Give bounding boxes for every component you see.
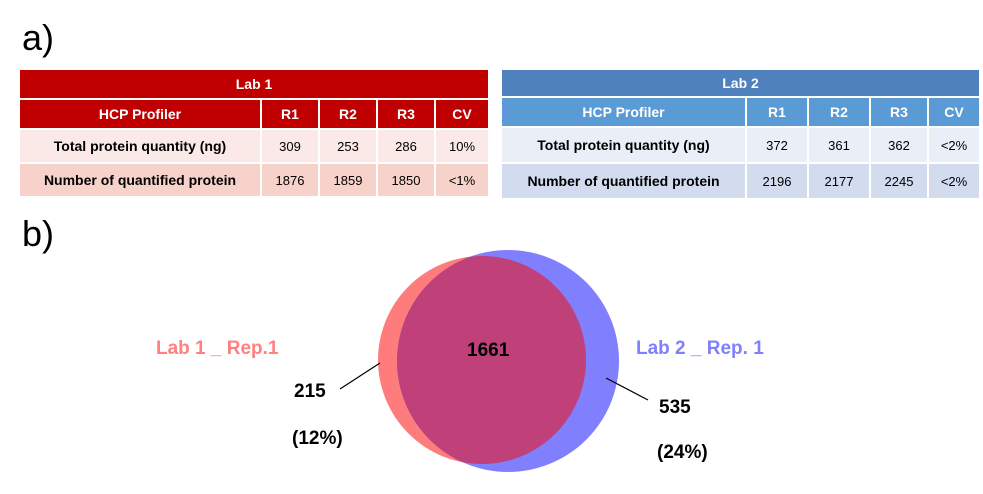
left-only-percent: (12%) [292, 428, 343, 449]
table-cell: 2177 [807, 162, 871, 200]
left-only-count: 215 [294, 381, 326, 402]
left-set-label: Lab 1 _ Rep.1 [156, 338, 279, 359]
table-row: Number of quantified protein 2196 2177 2… [500, 162, 982, 200]
table-cell: <2% [926, 162, 982, 200]
lab1-table: Lab 1 HCP Profiler R1 R2 R3 CV Total pro… [17, 68, 491, 198]
left-callout-line [339, 362, 381, 390]
table-cell: 1850 [376, 162, 436, 198]
column-header: R2 [807, 96, 871, 128]
table-row: Total protein quantity (ng) 309 253 286 … [18, 128, 491, 164]
table-row: Total protein quantity (ng) 372 361 362 … [500, 126, 982, 164]
panel-b-label: b) [22, 213, 55, 254]
column-header: R3 [869, 96, 929, 128]
column-header: HCP Profiler [500, 96, 747, 128]
row-label: Total protein quantity (ng) [500, 126, 747, 164]
table-cell: 10% [433, 128, 491, 164]
table-cell: 286 [376, 128, 436, 164]
table-cell: 309 [260, 128, 320, 164]
column-header: R3 [376, 98, 436, 130]
table-cell: 2196 [745, 162, 809, 200]
column-header: CV [433, 98, 491, 130]
column-header: R2 [318, 98, 378, 130]
table-cell: 361 [807, 126, 871, 164]
table-cell: 362 [869, 126, 929, 164]
column-header: HCP Profiler [18, 98, 262, 130]
lab2-title: Lab 2 [499, 68, 982, 98]
row-label: Total protein quantity (ng) [18, 128, 262, 164]
table-cell: <1% [433, 162, 491, 198]
column-header: R1 [745, 96, 809, 128]
table-cell: 372 [745, 126, 809, 164]
row-label: Number of quantified protein [18, 162, 262, 198]
table-cell: 1876 [260, 162, 320, 198]
table-cell: <2% [926, 126, 982, 164]
table-cell: 1859 [318, 162, 378, 198]
row-label: Number of quantified protein [500, 162, 747, 200]
table-cell: 2245 [869, 162, 929, 200]
right-callout-line [605, 377, 649, 401]
lab2-table: Lab 2 HCP Profiler R1 R2 R3 CV Total pro… [499, 68, 982, 200]
right-only-count: 535 [659, 397, 691, 418]
column-header: R1 [260, 98, 320, 130]
table-cell: 253 [318, 128, 378, 164]
column-header: CV [926, 96, 982, 128]
table-row: Number of quantified protein 1876 1859 1… [18, 162, 491, 198]
venn-overlap-region [397, 256, 586, 464]
lab1-title: Lab 1 [17, 68, 491, 100]
right-set-label: Lab 2 _ Rep. 1 [636, 338, 764, 359]
right-only-percent: (24%) [657, 442, 708, 463]
panel-a-label: a) [22, 17, 55, 58]
overlap-count: 1661 [467, 340, 510, 361]
